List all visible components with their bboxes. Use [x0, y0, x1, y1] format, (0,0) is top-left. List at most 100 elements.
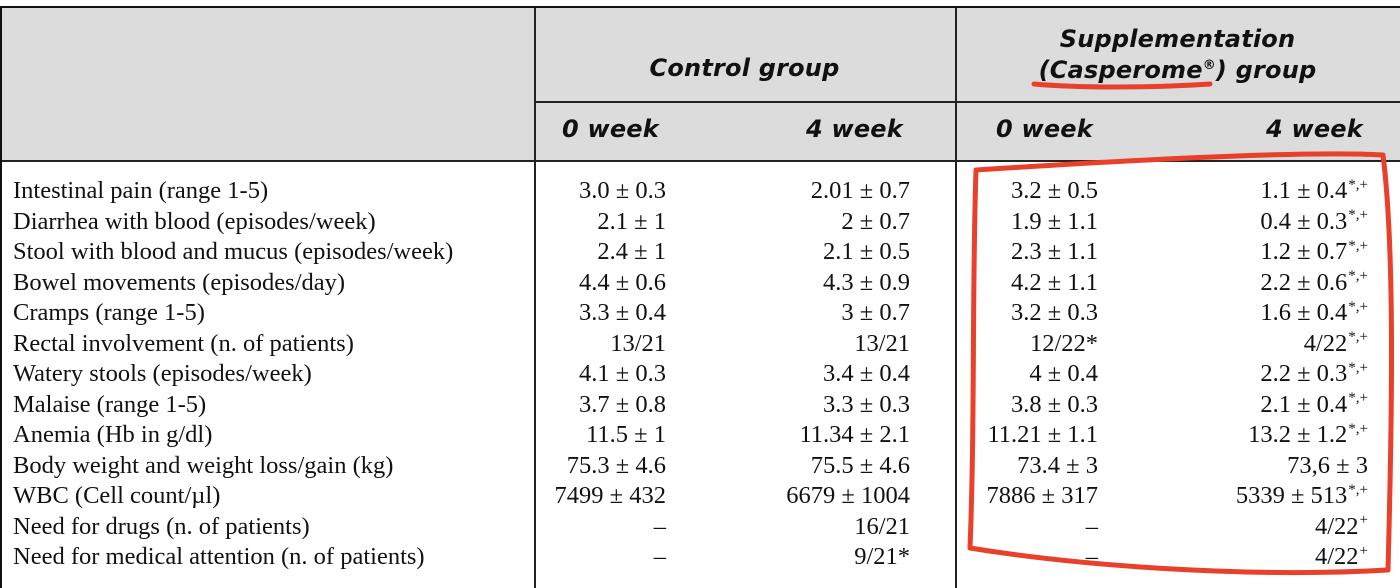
table-cell: 3.7 ± 0.8	[579, 390, 666, 420]
table-cell: 73.4 ± 3	[1017, 451, 1098, 481]
table-cell: –	[654, 542, 666, 572]
cell-value: 4 ± 0.4	[1029, 360, 1098, 387]
table-cell: 2 ± 0.7	[841, 207, 910, 237]
column-divider	[534, 8, 536, 588]
table-cell: –	[1086, 542, 1098, 572]
cell-value: 13.2 ± 1.2	[1248, 421, 1348, 448]
table-cell: 13.2 ± 1.2*,+	[1248, 420, 1368, 450]
row-label: WBC (Cell count/µl)	[13, 482, 221, 509]
cell-value: 4/22	[1314, 543, 1359, 570]
table-cell: 2.2 ± 0.6*,+	[1260, 268, 1368, 298]
table-cell: 75.5 ± 4.6	[811, 451, 910, 481]
cell-value: 3.8 ± 0.3	[1011, 390, 1098, 418]
table-cell: –	[1086, 512, 1098, 542]
column-divider	[955, 8, 957, 588]
cell-value: 9/21*	[854, 543, 910, 570]
cell-value: 3.7 ± 0.8	[579, 390, 666, 418]
cell-value: 13/21	[610, 329, 666, 357]
header-row-divider	[534, 101, 1400, 103]
significance-mark: *,+	[1348, 237, 1368, 254]
significance-mark: *,+	[1348, 481, 1368, 498]
table-cell: 2.4 ± 1	[597, 237, 666, 267]
cell-value: 75.5 ± 4.6	[810, 451, 910, 479]
row-label: Need for medical attention (n. of patien…	[13, 543, 425, 570]
table-cell: 3.8 ± 0.3	[1011, 390, 1098, 420]
cell-value: 4/22	[1303, 329, 1348, 357]
table-cell: 11.21 ± 1.1	[987, 420, 1098, 450]
table-cell: 1.9 ± 1.1	[1011, 207, 1098, 237]
cell-value: 0.4 ± 0.3	[1260, 207, 1348, 235]
table-cell: 6679 ± 1004	[786, 481, 910, 511]
cell-value: 7886 ± 317	[986, 482, 1098, 509]
cell-value: 2.01 ± 0.7	[810, 177, 910, 204]
significance-mark: *,+	[1348, 298, 1368, 315]
table-cell: 73,6 ± 3	[1287, 451, 1368, 481]
supplementation-header-line1: Supplementation	[1059, 25, 1296, 53]
cell-value: 3.3 ± 0.3	[823, 390, 910, 418]
cell-value: 2.2 ± 0.6	[1260, 268, 1348, 296]
cell-value: 12/22*	[1029, 329, 1098, 357]
cell-value: 3.2 ± 0.5	[1011, 177, 1098, 204]
cell-value: 6679 ± 1004	[786, 482, 910, 509]
table-cell: 4.2 ± 1.1	[1011, 268, 1098, 298]
supplementation-week0-header: 0 week	[996, 115, 1093, 143]
significance-mark: *,+	[1348, 359, 1368, 376]
row-label: Bowel movements (episodes/day)	[13, 268, 346, 296]
cell-value: 11.34 ± 2.1	[799, 421, 910, 448]
control-group-header: Control group	[649, 54, 840, 82]
cell-value: 1.2 ± 0.7	[1260, 238, 1348, 265]
cell-value: 2.4 ± 1	[597, 238, 666, 265]
significance-mark: *,+	[1348, 420, 1368, 437]
supplementation-header-line2: (Casperome®) group	[1038, 56, 1317, 84]
supplementation-group-header: Supplementation (Casperome®) group	[955, 24, 1400, 86]
table-cell: 7499 ± 432	[555, 481, 666, 511]
cell-value: 1.1 ± 0.4	[1260, 177, 1348, 204]
row-label: Body weight and weight loss/gain (kg)	[13, 451, 394, 479]
cell-value: 3.0 ± 0.3	[579, 177, 666, 204]
cell-value: 13/21	[854, 329, 910, 357]
table-cell: 2.1 ± 0.4*,+	[1260, 390, 1368, 420]
table-cell: 3.3 ± 0.3	[823, 390, 910, 420]
cell-value: 73,6 ± 3	[1287, 451, 1368, 479]
table-cell: 2.1 ± 0.5	[823, 237, 910, 267]
row-label: Stool with blood and mucus (episodes/wee…	[13, 238, 454, 265]
table-cell: 2.1 ± 1	[597, 207, 666, 237]
significance-mark: *,+	[1348, 268, 1368, 285]
cell-value: 7499 ± 432	[554, 482, 666, 509]
significance-mark: *,+	[1348, 207, 1368, 224]
table-cell: 16/21	[854, 512, 910, 542]
cell-value: 5339 ± 513	[1235, 482, 1348, 509]
cell-value: 2.1 ± 0.4	[1260, 390, 1348, 418]
table-cell: 3 ± 0.7	[841, 298, 910, 328]
cell-value: 11.5 ± 1	[586, 421, 666, 448]
row-label: Malaise (range 1-5)	[13, 390, 207, 418]
cell-value: 3.3 ± 0.4	[579, 299, 666, 326]
row-label: Cramps (range 1-5)	[13, 299, 205, 326]
cell-value: 3 ± 0.7	[841, 299, 910, 326]
row-label: Diarrhea with blood (episodes/week)	[13, 207, 376, 235]
significance-mark: +	[1359, 542, 1368, 559]
row-label: Need for drugs (n. of patients)	[13, 512, 310, 540]
cell-value: 75.3 ± 4.6	[566, 451, 666, 479]
cell-value: 73.4 ± 3	[1017, 451, 1098, 479]
row-label: Anemia (Hb in g/dl)	[13, 421, 213, 448]
cell-value: 3.4 ± 0.4	[823, 360, 910, 387]
table-cell: 11.34 ± 2.1	[799, 420, 910, 450]
significance-mark: *,+	[1348, 329, 1368, 346]
registered-mark: ®	[1202, 58, 1216, 73]
table-cell: 7886 ± 317	[987, 481, 1098, 511]
table-cell: 4.3 ± 0.9	[823, 268, 910, 298]
table-cell: 1.2 ± 0.7*,+	[1260, 237, 1368, 267]
cell-value: 16/21	[854, 512, 910, 540]
significance-mark: +	[1359, 512, 1368, 529]
header-bottom-rule	[2, 160, 1400, 162]
cell-value: 3.2 ± 0.3	[1011, 299, 1098, 326]
table-cell: 5339 ± 513*,+	[1236, 481, 1368, 511]
row-label: Intestinal pain (range 1-5)	[13, 177, 269, 204]
cell-value: 4.4 ± 0.6	[579, 268, 666, 296]
table-cell: –	[654, 512, 666, 542]
cell-value: 4.2 ± 1.1	[1011, 268, 1098, 296]
cell-value: –	[653, 543, 666, 570]
table-cell: 13/21	[854, 329, 910, 359]
results-table	[0, 6, 1400, 588]
